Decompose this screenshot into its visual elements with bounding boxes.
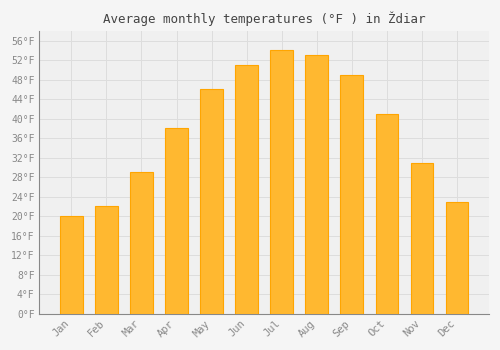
- Bar: [340, 75, 363, 314]
- Bar: [95, 206, 118, 314]
- Bar: [60, 216, 82, 314]
- Bar: [200, 90, 223, 314]
- Bar: [235, 65, 258, 314]
- Title: Average monthly temperatures (°F ) in Ždiar: Average monthly temperatures (°F ) in Žd…: [103, 11, 426, 26]
- Bar: [306, 55, 328, 314]
- Bar: [376, 114, 398, 314]
- Bar: [410, 162, 434, 314]
- Bar: [130, 172, 153, 314]
- Bar: [270, 50, 293, 314]
- Bar: [446, 202, 468, 314]
- Bar: [165, 128, 188, 314]
